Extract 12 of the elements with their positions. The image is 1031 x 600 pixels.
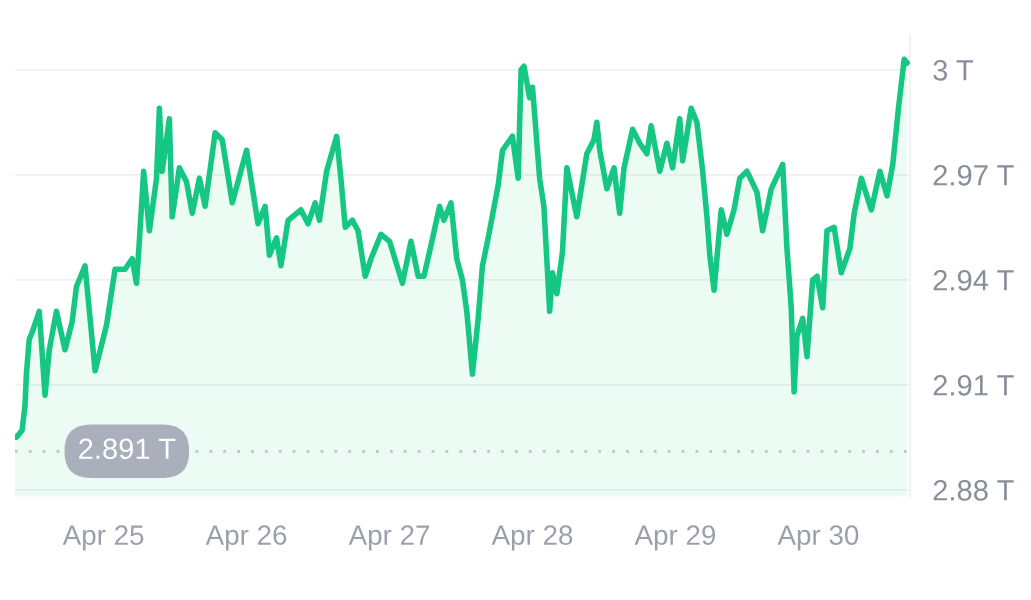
y-tick-label: 2.97 T	[933, 165, 1014, 186]
x-tick-label: Apr 26	[205, 525, 287, 551]
y-tick-label: 2.94 T	[933, 270, 1014, 291]
y-tick-label: 2.91 T	[933, 375, 1014, 396]
ref-line-label: 2.891 T	[79, 438, 176, 460]
x-tick-label: Apr 25	[62, 525, 144, 551]
y-tick-label: 2.88 T	[933, 480, 1014, 501]
x-tick-label: Apr 27	[348, 525, 430, 551]
x-tick-label: Apr 29	[634, 525, 716, 551]
x-tick-label: Apr 30	[777, 525, 859, 551]
y-tick-label: 3 T	[933, 60, 974, 81]
x-tick-label: Apr 28	[491, 525, 573, 551]
